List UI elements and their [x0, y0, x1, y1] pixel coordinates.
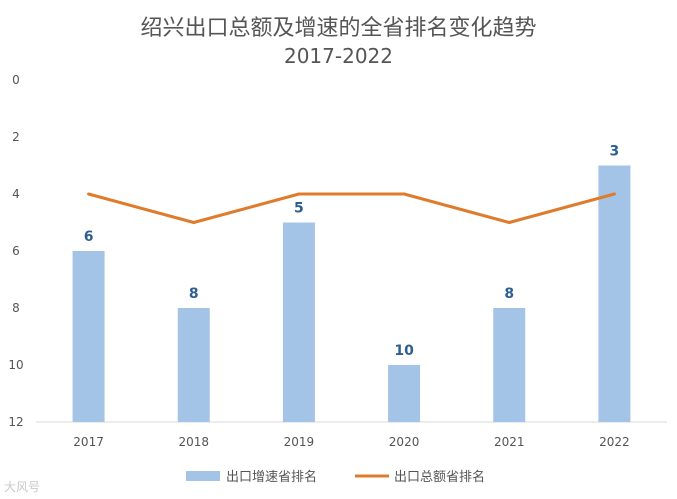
- legend-swatch-bars: [186, 471, 220, 481]
- line-point: [297, 192, 301, 196]
- bar-data-label: 3: [610, 144, 620, 160]
- bar-data-label: 8: [504, 286, 514, 302]
- chart-title: 绍兴出口总额及增速的全省排名变化趋势: [140, 16, 537, 41]
- watermark-text: 大风号: [4, 480, 41, 494]
- bar: [282, 222, 315, 422]
- x-tick-label: 2022: [599, 435, 630, 449]
- bar-data-label: 10: [394, 343, 414, 359]
- bar: [493, 308, 526, 422]
- line-point: [507, 221, 511, 224]
- line-series: [88, 192, 615, 224]
- y-tick-label: 2: [12, 130, 20, 144]
- y-tick-label: 6: [12, 244, 20, 258]
- x-tick-label: 2017: [73, 435, 104, 449]
- line-point: [87, 192, 91, 196]
- y-tick-label: 10: [8, 358, 23, 372]
- legend-label-bars: 出口增速省排名: [226, 469, 317, 485]
- bar: [598, 165, 631, 422]
- y-tick-label: 0: [12, 73, 20, 87]
- bar: [388, 365, 421, 422]
- chart-subtitle: 2017-2022: [283, 44, 393, 68]
- bar-data-label: 6: [84, 229, 94, 245]
- x-tick-label: 2019: [284, 435, 315, 449]
- y-tick-label: 8: [12, 301, 20, 315]
- x-tick-label: 2020: [389, 435, 420, 449]
- y-tick-label: 4: [12, 187, 20, 201]
- line-point: [192, 221, 196, 224]
- line-point: [402, 192, 406, 196]
- x-tick-label: 2018: [178, 435, 209, 449]
- bar: [72, 251, 105, 422]
- legend-label-line: 出口总额省排名: [394, 469, 485, 485]
- y-tick-label: 12: [8, 415, 23, 429]
- line-point: [612, 192, 616, 196]
- bar-data-label: 5: [294, 201, 304, 217]
- bar-data-label: 8: [189, 286, 199, 302]
- bar: [177, 308, 210, 422]
- x-tick-label: 2021: [494, 435, 525, 449]
